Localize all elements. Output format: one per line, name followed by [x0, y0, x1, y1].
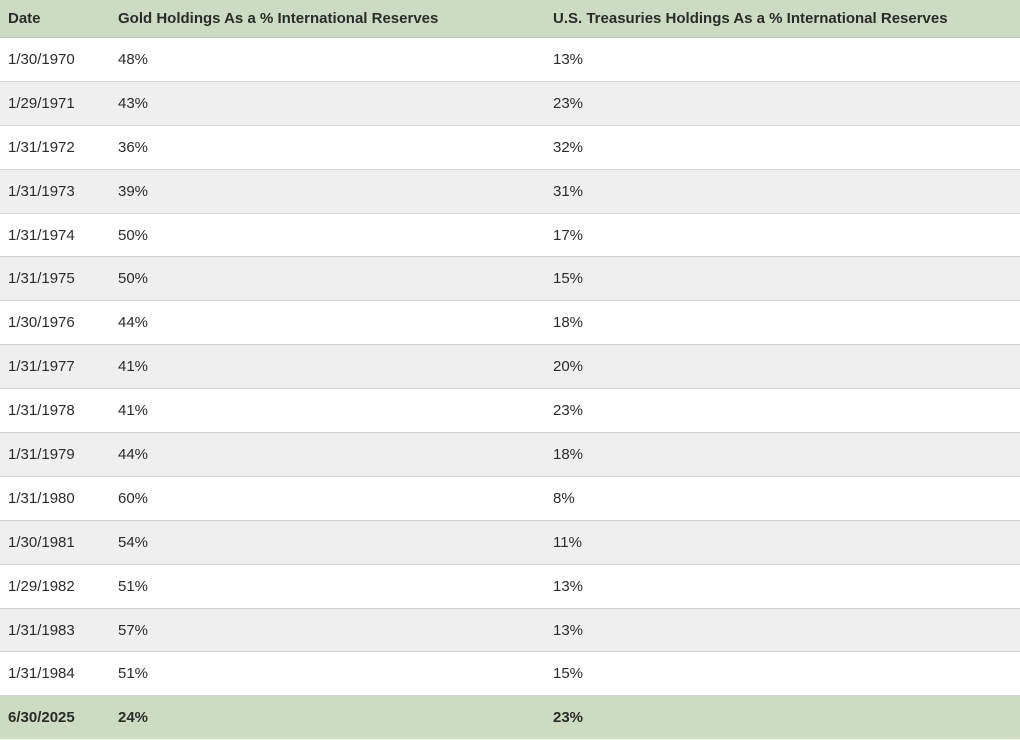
table-body: 1/30/1970 48% 13% 1/29/1971 43% 23% 1/31/1972 3…	[0, 37, 1020, 740]
date-cell: 1/31/1973	[0, 168, 110, 214]
gold-holdings-cell: 43%	[110, 80, 545, 126]
table-row: 1/31/1977 41% 20%	[0, 344, 1020, 389]
treasuries-holdings-cell: 13%	[545, 37, 1020, 82]
table-row: 1/31/1975 50% 15%	[0, 256, 1020, 301]
date-cell: 1/30/1976	[0, 300, 110, 345]
treasuries-holdings-cell: 23%	[545, 80, 1020, 126]
date-cell: 6/30/2025	[0, 695, 110, 740]
date-cell: 1/31/1979	[0, 432, 110, 477]
table-row: 1/31/1974 50% 17%	[0, 212, 1020, 257]
gold-holdings-cell: 57%	[110, 607, 545, 652]
table-row: 1/30/1976 44% 18%	[0, 300, 1020, 345]
table-row: 1/31/1983 57% 13%	[0, 607, 1020, 652]
gold-holdings-cell: 50%	[110, 212, 545, 257]
gold-holdings-cell: 54%	[110, 519, 545, 565]
date-cell: 1/31/1977	[0, 344, 110, 389]
treasuries-holdings-cell: 15%	[545, 256, 1020, 301]
treasuries-holdings-cell: 18%	[545, 300, 1020, 345]
date-cell: 1/30/1970	[0, 37, 110, 82]
date-cell: 1/31/1980	[0, 475, 110, 521]
treasuries-holdings-cell: 20%	[545, 344, 1020, 389]
table-row: 1/29/1971 43% 23%	[0, 80, 1020, 126]
table-row: 1/30/1981 54% 11%	[0, 519, 1020, 565]
date-cell: 1/29/1982	[0, 563, 110, 609]
table-row: 1/31/1980 60% 8%	[0, 475, 1020, 521]
table-row-highlight: 6/30/2025 24% 23%	[0, 695, 1020, 740]
treasuries-holdings-cell: 31%	[545, 168, 1020, 214]
column-header-date: Date	[0, 0, 110, 38]
table-header: Date Gold Holdings As a % International …	[0, 0, 1020, 38]
table-row: 1/31/1972 36% 32%	[0, 124, 1020, 170]
column-header-treasuries-holdings: U.S. Treasuries Holdings As a % Internat…	[545, 0, 1020, 38]
header-row: Date Gold Holdings As a % International …	[0, 0, 1020, 38]
column-header-gold-holdings: Gold Holdings As a % International Reser…	[110, 0, 545, 38]
gold-holdings-cell: 60%	[110, 475, 545, 521]
gold-holdings-cell: 36%	[110, 124, 545, 170]
gold-holdings-cell: 48%	[110, 37, 545, 82]
treasuries-holdings-cell: 32%	[545, 124, 1020, 170]
table-row: 1/30/1970 48% 13%	[0, 37, 1020, 82]
table-row: 1/29/1982 51% 13%	[0, 563, 1020, 609]
date-cell: 1/31/1983	[0, 607, 110, 652]
gold-holdings-cell: 51%	[110, 563, 545, 609]
table-row: 1/31/1978 41% 23%	[0, 388, 1020, 433]
treasuries-holdings-cell: 18%	[545, 432, 1020, 477]
gold-holdings-cell: 41%	[110, 344, 545, 389]
treasuries-holdings-cell: 13%	[545, 607, 1020, 652]
gold-holdings-cell: 39%	[110, 168, 545, 214]
table-row: 1/31/1979 44% 18%	[0, 432, 1020, 477]
gold-holdings-cell: 50%	[110, 256, 545, 301]
treasuries-holdings-cell: 15%	[545, 651, 1020, 696]
date-cell: 1/31/1975	[0, 256, 110, 301]
treasuries-holdings-cell: 13%	[545, 563, 1020, 609]
treasuries-holdings-cell: 23%	[545, 388, 1020, 433]
treasuries-holdings-cell: 23%	[545, 695, 1020, 740]
table-row: 1/31/1973 39% 31%	[0, 168, 1020, 214]
date-cell: 1/31/1974	[0, 212, 110, 257]
gold-holdings-cell: 44%	[110, 432, 545, 477]
treasuries-holdings-cell: 8%	[545, 475, 1020, 521]
gold-holdings-cell: 41%	[110, 388, 545, 433]
treasuries-holdings-cell: 17%	[545, 212, 1020, 257]
table-row: 1/31/1984 51% 15%	[0, 651, 1020, 696]
gold-holdings-cell: 24%	[110, 695, 545, 740]
date-cell: 1/31/1972	[0, 124, 110, 170]
date-cell: 1/30/1981	[0, 519, 110, 565]
date-cell: 1/29/1971	[0, 80, 110, 126]
gold-holdings-cell: 44%	[110, 300, 545, 345]
treasuries-holdings-cell: 11%	[545, 519, 1020, 565]
date-cell: 1/31/1978	[0, 388, 110, 433]
date-cell: 1/31/1984	[0, 651, 110, 696]
gold-holdings-cell: 51%	[110, 651, 545, 696]
